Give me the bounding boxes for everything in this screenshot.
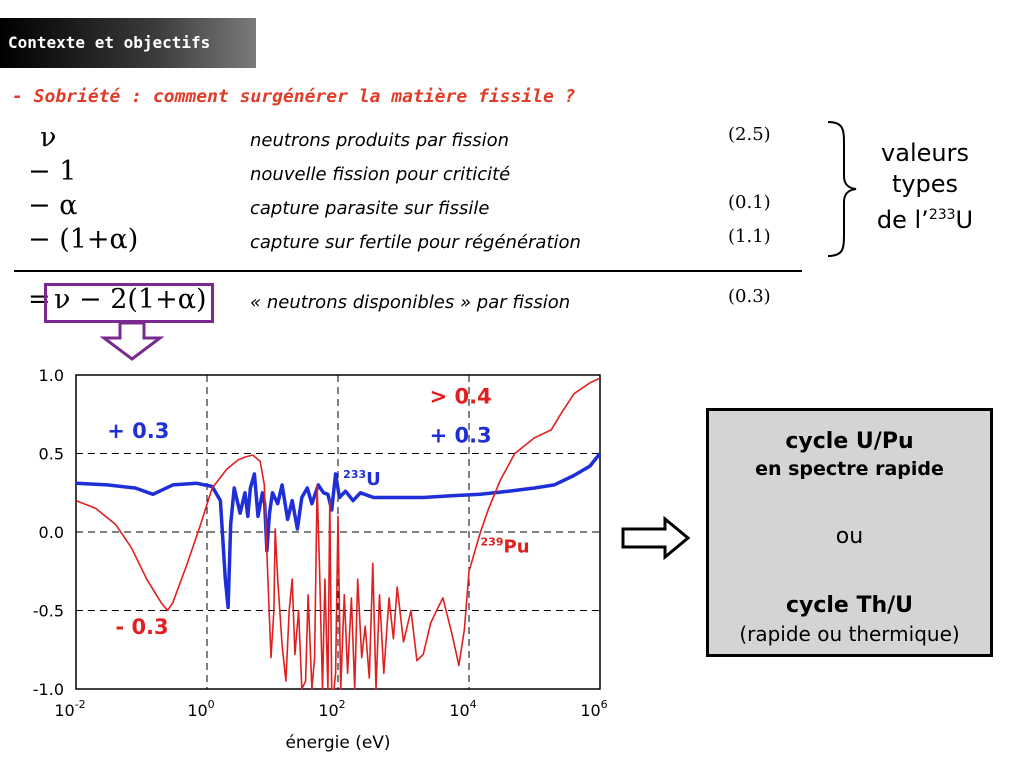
subtitle: - Sobriété : comment surgénérer la matiè… xyxy=(12,86,576,107)
term-value-nu: (2.5) xyxy=(728,124,771,145)
typical-values-prefix: de l’ xyxy=(876,206,929,234)
conclusion-line3: ou xyxy=(835,524,864,549)
term-value-minus-one-plus-alpha: (1.1) xyxy=(728,226,771,247)
term-description-minus-alpha: capture parasite sur fissile xyxy=(250,198,490,219)
chart-annotation: + 0.3 xyxy=(107,419,169,443)
x-tick-label: 10-2 xyxy=(54,698,85,720)
right-brace xyxy=(827,121,857,257)
y-tick-label: 0.5 xyxy=(39,445,64,464)
y-tick-label: 1.0 xyxy=(39,366,64,385)
typical-values-line3: de l’233U xyxy=(866,200,984,236)
result-value: (0.3) xyxy=(728,286,771,307)
result-description: « neutrons disponibles » par fission xyxy=(250,292,571,313)
chart-annotation: + 0.3 xyxy=(430,424,492,448)
typical-values-line2: types xyxy=(891,170,959,198)
series-line-239Pu xyxy=(75,377,601,690)
x-tick-label: 100 xyxy=(187,698,214,720)
chart-x-axis-label: énergie (eV) xyxy=(285,733,390,753)
y-tick-label: -1.0 xyxy=(33,680,64,699)
x-tick-label: 104 xyxy=(449,698,476,720)
chart: 1.0 0.5 0.0 -0.5 -1.010-2 100 102 104 106 233U 239… xyxy=(33,366,608,753)
conclusion-line5: (rapide ou thermique) xyxy=(739,622,960,646)
conclusion-line2: en spectre rapide xyxy=(755,458,944,480)
term-description-minus-one: nouvelle fission pour criticité xyxy=(250,164,511,185)
term-description-nu: neutrons produits par fission xyxy=(250,130,510,151)
x-tick-label: 102 xyxy=(318,698,345,720)
term-symbol-minus-one: − 1 xyxy=(28,156,77,187)
x-tick-label: 106 xyxy=(580,698,607,720)
term-symbol-minus-one-plus-alpha: − (1+α) xyxy=(28,224,139,255)
term-value-minus-alpha: (0.1) xyxy=(728,192,771,213)
conclusion-line4: cycle Th/U xyxy=(785,593,914,618)
chart-series xyxy=(75,377,602,690)
term-description-minus-one-plus-alpha: capture sur fertile pour régénération xyxy=(250,232,581,253)
series-label-233U: 233U xyxy=(343,468,381,490)
term-symbol-minus-alpha: − α xyxy=(28,190,78,221)
sum-line xyxy=(14,270,802,272)
typical-values-isotope-symbol: U xyxy=(955,206,974,234)
y-tick-label: -0.5 xyxy=(33,602,64,621)
typical-values-line1: valeurs xyxy=(881,139,969,167)
down-arrow-icon xyxy=(100,322,164,361)
chart-annotation: > 0.4 xyxy=(430,384,492,408)
y-tick-label: 0.0 xyxy=(39,523,64,542)
section-title: Contexte et objectifs xyxy=(8,33,211,52)
typical-values-label: valeurs types de l’233U xyxy=(866,138,984,236)
conclusion-box: cycle U/Pu en spectre rapide ou cycle Th… xyxy=(706,408,993,657)
chart-annotation: - 0.3 xyxy=(115,615,168,639)
result-formula: ν − 2(1+α) xyxy=(54,284,207,315)
section-title-tab: Contexte et objectifs xyxy=(0,18,256,68)
term-symbol-nu: ν xyxy=(40,122,57,153)
series-label-239Pu: 239Pu xyxy=(481,535,530,557)
conclusion-line1: cycle U/Pu xyxy=(785,429,914,454)
right-arrow-icon xyxy=(621,516,691,560)
series-line-233U xyxy=(75,452,602,610)
typical-values-isotope-mass: 233 xyxy=(928,207,956,223)
chart-labels: 1.0 0.5 0.0 -0.5 -1.010-2 100 102 104 106 233U 239… xyxy=(33,366,608,720)
